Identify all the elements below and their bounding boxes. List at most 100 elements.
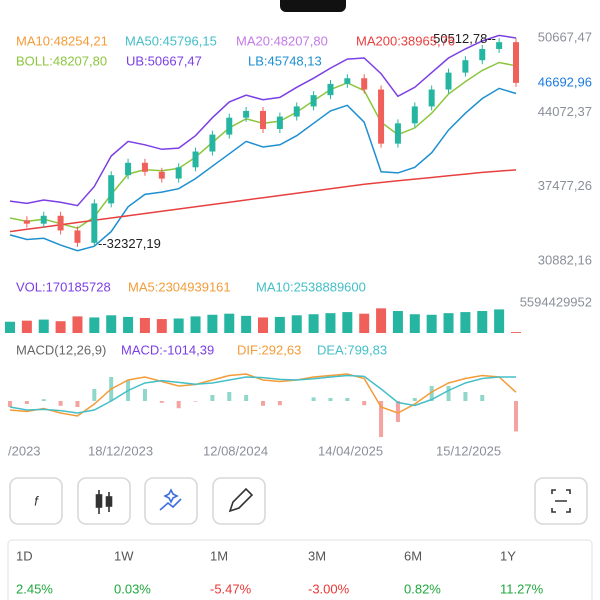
volume-bar: [258, 317, 268, 333]
ai-button[interactable]: [144, 477, 198, 525]
candle: [158, 171, 165, 179]
volume-bar: [392, 311, 403, 333]
y-tick-label: 37477,26: [538, 178, 592, 193]
pencil-icon: [228, 487, 254, 513]
macd-bar: [244, 395, 249, 401]
macd-bar: [328, 398, 333, 401]
y-tick-label: 50667,47: [538, 29, 592, 44]
volume-bar: [21, 320, 32, 333]
volume-bar: [291, 315, 302, 333]
candle: [40, 215, 47, 224]
legend-entry: BOLL:48207,80: [16, 53, 107, 68]
fx-icon: f: [34, 493, 39, 508]
x-tick-label: /2023: [8, 443, 41, 458]
volume-bar: [308, 314, 319, 333]
macd-bar: [261, 401, 265, 406]
legend-entry: MACD(12,26,9): [16, 342, 106, 357]
x-tick-label: 14/04/2025: [318, 443, 383, 458]
volume-bar: [426, 314, 437, 333]
macd-bar: [362, 401, 367, 406]
candle: [327, 83, 334, 96]
candle: [209, 134, 216, 152]
volume-bar: [5, 321, 15, 333]
legend-entry: DEA:799,83: [317, 342, 387, 357]
volume-bar: [55, 321, 66, 333]
macd-bar: [395, 401, 400, 422]
volume-bar: [224, 313, 235, 333]
volume-bar: [106, 315, 117, 333]
candle: [293, 106, 300, 117]
volume-bar: [409, 314, 420, 333]
macd-bar: [379, 401, 384, 437]
period-label: 1Y: [500, 548, 516, 563]
macd-bar: [210, 395, 215, 401]
period-return: 0.82%: [404, 581, 441, 596]
period-label: 1D: [16, 548, 33, 563]
candle: [479, 48, 486, 61]
volume-bar: [342, 312, 353, 333]
volume-bar: [89, 317, 100, 333]
macd-bar: [41, 399, 46, 401]
candle: [57, 215, 64, 231]
formula-button[interactable]: [9, 477, 63, 525]
y-tick-label: 5594429952: [520, 294, 592, 309]
candle: [91, 203, 98, 243]
volume-bar: [207, 314, 218, 333]
macd-bar: [8, 401, 12, 407]
macd-bar: [92, 389, 97, 401]
volume-bar: [376, 308, 387, 333]
volume-bar: [494, 309, 505, 333]
period-return: 11.27%: [500, 581, 544, 596]
macd-bar: [193, 401, 198, 402]
macd-bar: [311, 397, 316, 401]
volume-bar: [241, 315, 252, 333]
macd-bar: [24, 401, 29, 404]
high-marker: 50512,78--: [433, 31, 496, 46]
macd-bar: [176, 401, 181, 409]
period-label: 6M: [404, 548, 422, 563]
legend-entry: MA200:38965,76: [356, 33, 455, 48]
volume-bar: [477, 311, 488, 333]
volume-bar: [325, 313, 336, 333]
candle-button[interactable]: [77, 477, 131, 525]
band-line: [9, 34, 517, 207]
top-pill[interactable]: [280, 0, 346, 12]
x-tick-label: 18/12/2023: [88, 443, 153, 458]
y-tick-label: 44072,37: [538, 104, 592, 119]
candle: [141, 162, 148, 172]
period-return: -5.47%: [210, 581, 252, 596]
last-price: 46692,96: [538, 74, 592, 89]
volume-bar: [274, 316, 285, 333]
macd-bar: [480, 395, 485, 401]
draw-button[interactable]: [212, 477, 266, 525]
macd-bar: [277, 401, 282, 406]
candle: [74, 230, 81, 243]
macd-bar: [514, 401, 518, 432]
period-label: 1W: [114, 548, 134, 563]
candle: [411, 106, 418, 124]
screenshot-button[interactable]: [534, 477, 588, 525]
candle: [23, 220, 30, 224]
candle: [462, 60, 469, 73]
scan-icon: [551, 489, 571, 513]
macd-bar: [142, 389, 147, 401]
period-return: 0.03%: [114, 581, 151, 596]
macd-bar: [159, 401, 164, 403]
volume-bar: [156, 319, 167, 333]
candle: [513, 42, 519, 83]
macd-bar: [412, 398, 417, 401]
candle: [378, 89, 385, 144]
candle: [310, 95, 317, 107]
low-marker: --32327,19: [98, 236, 161, 251]
x-tick-label: 12/08/2024: [203, 443, 268, 458]
legend-entry: VOL:170185728: [16, 279, 111, 294]
candle: [192, 151, 199, 168]
legend-entry: MA20:48207,80: [236, 33, 328, 48]
candle: [344, 78, 351, 84]
legend-entry: MA5:2304939161: [128, 279, 231, 294]
period-return: 2.45%: [16, 581, 53, 596]
volume-bar: [123, 316, 134, 333]
macd-line: [9, 374, 516, 414]
candle-icon: [95, 494, 103, 508]
